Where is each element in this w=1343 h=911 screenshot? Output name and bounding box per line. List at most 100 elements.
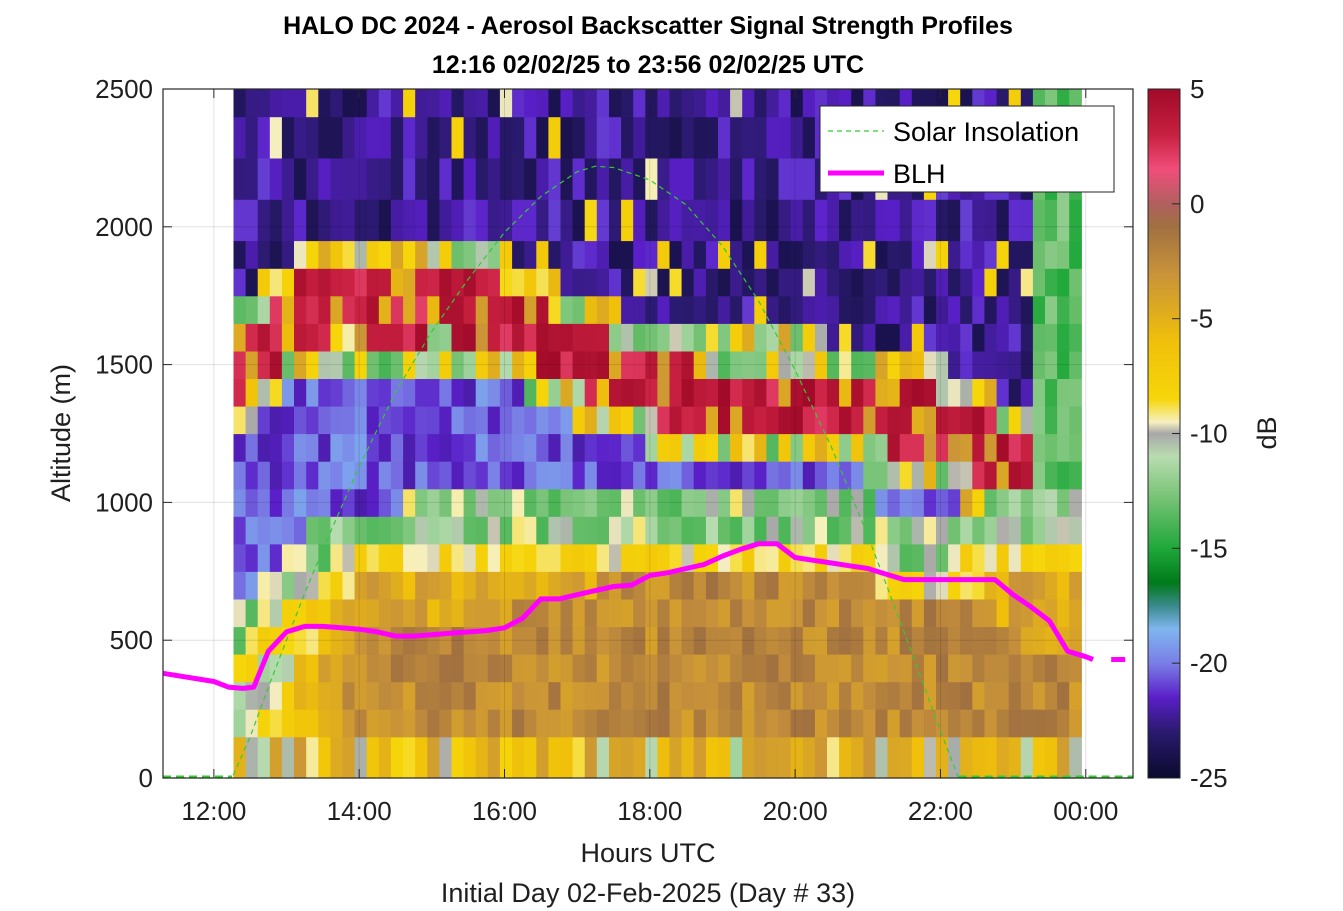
heatmap-cell — [475, 378, 489, 407]
heatmap-cell — [936, 323, 949, 352]
heatmap-cell — [718, 433, 731, 462]
heatmap-cell — [294, 516, 307, 545]
heatmap-cell — [245, 378, 259, 407]
heatmap-cell — [318, 116, 331, 159]
heatmap-cell — [463, 681, 477, 710]
heatmap-cell — [512, 89, 525, 118]
heatmap-cell — [463, 736, 477, 779]
heatmap-cell — [621, 681, 634, 710]
heatmap-cell — [1020, 654, 1034, 683]
heatmap-cell — [1020, 461, 1034, 490]
heatmap-cell — [621, 240, 634, 269]
heatmap-cell — [960, 654, 973, 683]
heatmap-cell — [718, 199, 731, 242]
heatmap-cell — [802, 157, 816, 200]
heatmap-cell — [390, 157, 404, 200]
heatmap-cell — [499, 543, 513, 572]
heatmap-cell — [754, 736, 767, 779]
heatmap-cell — [645, 516, 658, 545]
heatmap-cell — [415, 488, 428, 517]
heatmap-cell — [390, 654, 404, 683]
heatmap-cell — [1020, 681, 1034, 710]
heatmap-cell — [718, 461, 731, 490]
heatmap-cell — [584, 598, 598, 628]
heatmap-cell — [281, 157, 295, 200]
heatmap-cell — [487, 488, 501, 517]
heatmap-cell — [463, 709, 477, 738]
heatmap-cell — [802, 654, 816, 683]
heatmap-cell — [718, 516, 731, 545]
heatmap-cell — [439, 295, 453, 324]
heatmap-cell — [827, 488, 840, 517]
heatmap-cell — [294, 736, 307, 779]
heatmap-cell — [475, 295, 489, 324]
heatmap-cell — [294, 598, 307, 628]
heatmap-cell — [851, 681, 864, 710]
heatmap-cell — [790, 240, 804, 269]
heatmap-cell — [560, 654, 574, 683]
heatmap-cell — [330, 350, 344, 379]
heatmap-cell — [681, 488, 695, 517]
heatmap-cell — [814, 323, 828, 352]
heatmap-cell — [415, 543, 428, 572]
heatmap-cell — [863, 543, 876, 572]
heatmap-cell — [948, 323, 961, 352]
heatmap-cell — [463, 543, 477, 572]
heatmap-cell — [499, 268, 513, 297]
heatmap-cell — [996, 709, 1010, 738]
heatmap-cell — [609, 654, 622, 683]
heatmap-cell — [1032, 295, 1046, 324]
heatmap-cell — [657, 240, 671, 269]
heatmap-cell — [584, 736, 598, 779]
heatmap-cell — [669, 89, 683, 118]
heatmap-cell — [875, 240, 889, 269]
heatmap-cell — [269, 681, 283, 710]
heatmap-cell — [657, 461, 671, 490]
heatmap-cell — [439, 488, 453, 517]
heatmap-cells — [233, 89, 1082, 779]
heatmap-cell — [693, 116, 707, 159]
heatmap-cell — [427, 433, 440, 462]
heatmap-cell — [681, 405, 695, 435]
heatmap-cell — [318, 681, 331, 710]
heatmap-cell — [839, 654, 852, 683]
heatmap-cell — [766, 571, 780, 600]
heatmap-cell — [245, 488, 259, 517]
heatmap-cell — [609, 626, 622, 655]
heatmap-cell — [875, 199, 889, 242]
heatmap-cell — [463, 116, 477, 159]
heatmap-cell — [923, 268, 937, 297]
heatmap-cell — [342, 736, 356, 779]
heatmap-cell — [754, 268, 767, 297]
heatmap-cell — [996, 488, 1010, 517]
heatmap-cell — [330, 654, 344, 683]
heatmap-cell — [948, 736, 961, 779]
heatmap-cell — [451, 157, 465, 200]
heatmap-cell — [609, 405, 622, 435]
heatmap-cell — [463, 199, 477, 242]
heatmap-cell — [572, 157, 586, 200]
series-lines — [162, 165, 1133, 779]
heatmap-cell — [1020, 199, 1034, 242]
heatmap-cell — [415, 323, 428, 352]
heatmap-cell — [439, 199, 453, 242]
heatmap-cell — [1032, 240, 1046, 269]
heatmap-cell — [572, 626, 586, 655]
heatmap-cell — [451, 199, 465, 242]
heatmap-cell — [487, 626, 501, 655]
heatmap-cell — [403, 295, 416, 324]
heatmap-cell — [403, 488, 416, 517]
heatmap-cell — [427, 543, 440, 572]
heatmap-cell — [669, 323, 683, 352]
heatmap-cell — [233, 323, 247, 352]
heatmap-cell — [681, 199, 695, 242]
heatmap-cell — [911, 488, 925, 517]
heatmap-cell — [790, 157, 804, 200]
heatmap-cell — [621, 709, 634, 738]
heatmap-cell — [972, 295, 985, 324]
heatmap-cell — [439, 405, 453, 435]
heatmap-cell — [705, 461, 719, 490]
heatmap-cell — [730, 405, 743, 435]
heatmap-cell — [281, 681, 295, 710]
heatmap-cell — [439, 157, 453, 200]
